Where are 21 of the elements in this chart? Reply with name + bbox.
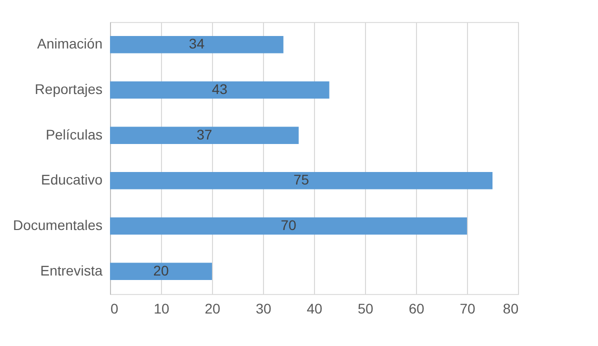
x-tick-label: 0 — [110, 300, 118, 316]
data-label: 43 — [212, 81, 228, 97]
x-tick-label: 80 — [502, 300, 519, 316]
x-tick-label: 10 — [154, 300, 170, 316]
y-tick-label: Educativo — [41, 172, 103, 188]
data-label: 20 — [153, 262, 169, 278]
x-tick-label: 50 — [358, 300, 374, 316]
x-tick-label: 40 — [306, 300, 322, 316]
y-tick-label: Entrevista — [40, 262, 103, 278]
x-tick-label: 60 — [408, 300, 424, 316]
data-label: 75 — [293, 172, 310, 188]
y-tick-label: Películas — [46, 126, 102, 142]
y-tick-label: Animación — [37, 36, 102, 52]
data-label: 34 — [188, 36, 205, 52]
y-tick-label: Documentales — [13, 217, 102, 233]
data-label: 37 — [196, 126, 212, 142]
x-tick-label: 30 — [256, 300, 272, 316]
y-tick-label: Reportajes — [34, 81, 102, 97]
data-label: 70 — [280, 217, 296, 233]
x-tick-label: 70 — [460, 300, 476, 316]
x-tick-label: 20 — [204, 300, 220, 316]
